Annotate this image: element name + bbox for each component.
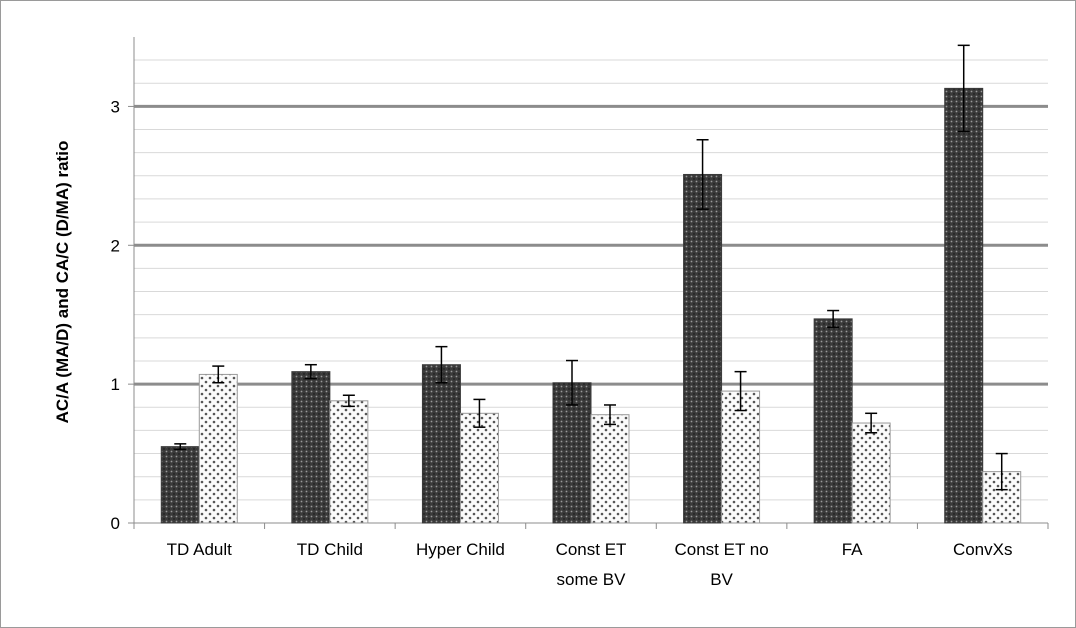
y-axis-label: AC/A (MA/D) and CA/C (D/MA) ratio <box>53 141 72 424</box>
x-tick-label-line: Const ET <box>556 540 627 559</box>
bar <box>683 173 723 524</box>
x-tick-label-line: Const ET no <box>674 540 768 559</box>
x-tick-label: TD Child <box>297 540 363 559</box>
x-tick-label-line: FA <box>842 540 863 559</box>
bar <box>329 400 369 524</box>
bar <box>421 364 461 524</box>
y-tick-label: 3 <box>111 97 120 116</box>
x-tick-label-line: ConvXs <box>953 540 1013 559</box>
bar <box>851 422 891 524</box>
bar <box>721 390 761 524</box>
x-tick-label-line: Hyper Child <box>416 540 505 559</box>
x-tick-label: Const ET some BV <box>556 540 627 589</box>
x-tick-label-line: some BV <box>557 570 627 589</box>
x-tick-label: Const ET no BV <box>674 540 768 589</box>
bar <box>944 87 984 524</box>
x-tick-labels: TD Adult TD Child Hyper Child Const ET some … <box>167 540 1013 589</box>
bar <box>459 412 499 524</box>
error-bars <box>174 44 1008 491</box>
x-tick-label-line: TD Adult <box>167 540 232 559</box>
y-tick-labels: 0 1 2 3 <box>111 97 120 533</box>
x-tick-label: FA <box>842 540 863 559</box>
bars <box>160 87 1022 524</box>
bar <box>198 373 238 524</box>
bar <box>590 414 630 524</box>
bar <box>813 318 853 524</box>
y-tick-label: 2 <box>111 236 120 255</box>
bar <box>160 446 200 524</box>
x-tick-label-line: BV <box>710 570 733 589</box>
y-tick-label: 0 <box>111 514 120 533</box>
bar <box>552 382 592 524</box>
y-tick-label: 1 <box>111 375 120 394</box>
x-tick-label: ConvXs <box>953 540 1013 559</box>
x-tick-label: TD Adult <box>167 540 232 559</box>
x-tick-label: Hyper Child <box>416 540 505 559</box>
bar <box>291 371 331 524</box>
x-tick-label-line: TD Child <box>297 540 363 559</box>
